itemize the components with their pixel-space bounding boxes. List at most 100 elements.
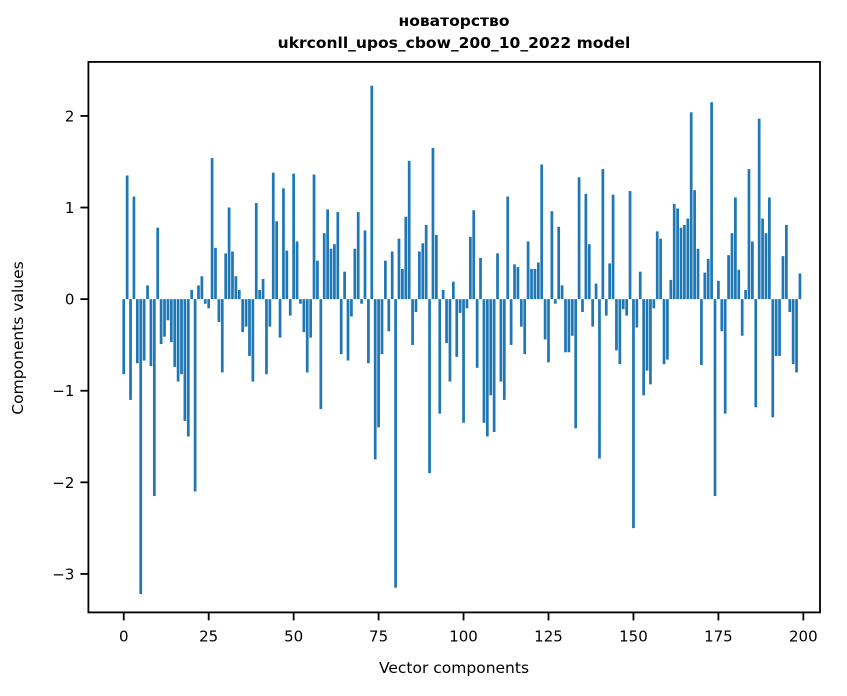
bar <box>703 272 707 300</box>
bar <box>360 299 363 304</box>
y-tick-label: 0 <box>65 291 75 309</box>
bar <box>288 299 292 316</box>
bar <box>451 281 455 300</box>
bar <box>180 299 183 375</box>
bar <box>696 248 700 300</box>
y-axis-label: Components values <box>9 261 27 415</box>
x-tick-label: 50 <box>284 627 303 645</box>
bar <box>727 255 730 300</box>
bar <box>384 260 387 300</box>
bar <box>254 202 258 300</box>
bar <box>530 268 533 300</box>
bar <box>669 279 673 300</box>
bar <box>564 299 567 353</box>
bar <box>458 299 462 313</box>
bar <box>305 299 309 373</box>
bar <box>234 276 238 300</box>
bar <box>339 299 343 355</box>
bar <box>356 212 360 300</box>
bar <box>326 209 329 300</box>
bar <box>795 299 798 373</box>
chart-subtitle: ukrconll_upos_cbow_200_10_2022 model <box>277 34 631 52</box>
bar <box>414 299 418 312</box>
y-tick-label: −2 <box>52 474 74 492</box>
bar <box>353 248 357 300</box>
bar <box>465 299 469 309</box>
bar <box>540 164 544 300</box>
bar <box>492 299 496 432</box>
bar <box>625 299 629 316</box>
bar <box>397 238 401 300</box>
y-axis: 2 1 0 −1 −2 −3 <box>52 107 89 583</box>
axes-spines <box>87 61 821 614</box>
bar <box>689 112 693 300</box>
bar <box>241 299 245 333</box>
bar <box>574 299 578 429</box>
bar <box>455 299 459 357</box>
y-tick-label: −3 <box>52 565 74 583</box>
bar <box>125 175 129 300</box>
bar <box>706 258 710 300</box>
bar <box>278 299 282 338</box>
bar <box>373 299 377 460</box>
bar <box>713 299 717 497</box>
x-tick-label: 175 <box>704 627 733 645</box>
y-tick-label: 2 <box>65 107 75 125</box>
bar <box>761 218 764 300</box>
bar <box>183 299 187 421</box>
bar <box>220 299 224 373</box>
bar <box>312 174 316 300</box>
bar <box>285 250 289 300</box>
x-tick-label: 100 <box>449 627 478 645</box>
bar <box>519 299 523 327</box>
y-tick-label: 1 <box>65 199 75 217</box>
bar <box>329 248 333 300</box>
chart-title: новаторство <box>398 12 510 30</box>
bar <box>479 257 482 300</box>
bar <box>268 299 272 327</box>
bar <box>751 241 754 300</box>
bar <box>604 299 608 316</box>
bar <box>424 224 428 300</box>
bar <box>261 278 265 300</box>
bar <box>608 263 612 300</box>
bar <box>197 285 200 300</box>
bar <box>227 207 231 300</box>
bar <box>513 264 516 300</box>
bar <box>258 289 262 300</box>
bar <box>380 299 384 355</box>
bar <box>734 197 737 300</box>
bar <box>482 299 486 423</box>
bar <box>135 299 139 364</box>
bar <box>462 299 465 423</box>
bar <box>387 299 391 332</box>
bar <box>791 299 795 365</box>
bar <box>652 299 656 309</box>
bar <box>159 299 163 345</box>
bar <box>533 268 537 300</box>
bar <box>723 299 727 414</box>
bar <box>720 299 724 332</box>
bar <box>655 231 659 300</box>
bar <box>594 283 598 300</box>
bar <box>309 299 312 338</box>
bar <box>666 299 669 360</box>
bar <box>516 267 520 300</box>
bar <box>730 233 734 300</box>
bar <box>781 256 785 300</box>
bar <box>200 276 204 300</box>
bar <box>203 299 207 304</box>
bar <box>146 285 149 300</box>
bar <box>271 172 275 300</box>
bar <box>547 299 550 363</box>
bar <box>710 102 713 300</box>
bar <box>265 299 268 375</box>
bar <box>295 241 299 300</box>
bar <box>186 299 190 437</box>
bar <box>642 299 645 396</box>
bar <box>333 244 336 300</box>
bar <box>553 299 557 304</box>
bar <box>244 299 248 327</box>
